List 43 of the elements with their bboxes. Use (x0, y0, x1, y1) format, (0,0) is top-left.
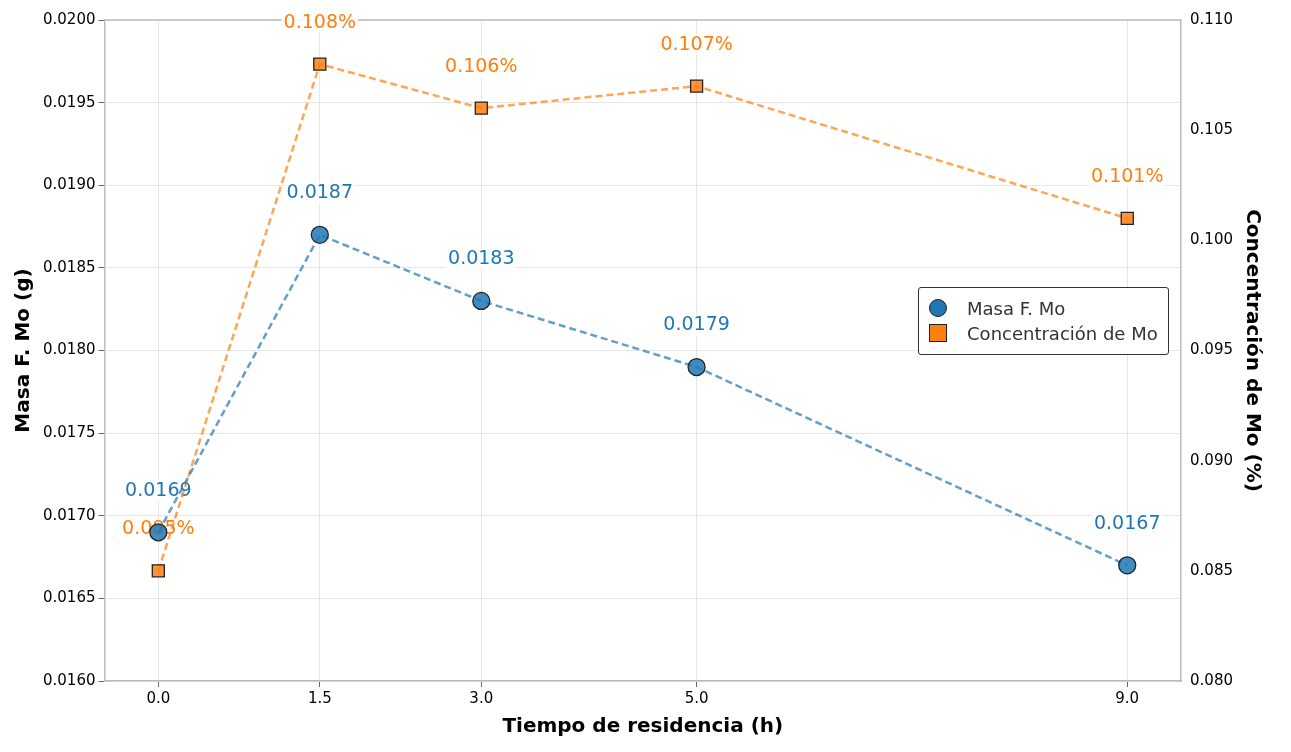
legend-label: Concentración de Mo (967, 322, 1158, 344)
y2-tick-label: 0.100 (1190, 230, 1234, 249)
data-label: 0.108% (283, 9, 357, 32)
y-tick-label: 0.0180 (42, 340, 96, 359)
data-label: 0.0187 (286, 180, 354, 203)
point (1118, 556, 1137, 575)
point (1120, 211, 1134, 225)
data-label: 0.0179 (663, 312, 730, 335)
x-tick-label: 9.0 (1115, 688, 1140, 707)
x-tick-label: 0.0 (146, 688, 171, 707)
y2-tick-label: 0.080 (1190, 670, 1234, 689)
y-tick-label: 0.0175 (42, 423, 96, 442)
data-label: 0.0167 (1093, 510, 1161, 533)
y-tick-label: 0.0160 (42, 670, 96, 689)
data-label: 0.0183 (448, 246, 515, 269)
point (472, 291, 491, 311)
x-tick-label: 3.0 (469, 688, 494, 707)
legend-label: Masa F. Mo (967, 297, 1066, 319)
y2-tick-label: 0.090 (1190, 450, 1234, 469)
y-tick-label: 0.0200 (42, 9, 96, 28)
y-tick-label: 0.0195 (42, 92, 96, 111)
point (313, 57, 327, 71)
x-tick-label: 5.0 (684, 688, 709, 707)
y2-tick-label: 0.085 (1190, 560, 1234, 579)
data-label: 0.106% (445, 53, 518, 76)
point (310, 225, 329, 244)
x-axis-title: Tiempo de residencia (h) (502, 713, 784, 738)
point (689, 79, 704, 93)
y2-axis-title: Concentración de Mo (%) (1241, 209, 1266, 492)
point (687, 357, 706, 377)
y2-tick-label: 0.105 (1190, 120, 1234, 139)
y-tick-label: 0.0170 (42, 505, 96, 524)
y-axis-title: Masa F. Mo (g) (10, 268, 35, 433)
y2-tick-label: 0.110 (1190, 9, 1234, 28)
data-label: 0.101% (1091, 163, 1164, 186)
y-tick-label: 0.0190 (42, 175, 96, 194)
y-tick-label: 0.0185 (42, 257, 96, 276)
point (151, 564, 165, 578)
data-label: 0.107% (660, 31, 733, 54)
x-tick-label: 1.5 (307, 688, 332, 707)
y-tick-label: 0.0165 (42, 588, 96, 607)
point (474, 101, 488, 115)
y2-tick-label: 0.095 (1190, 340, 1234, 359)
